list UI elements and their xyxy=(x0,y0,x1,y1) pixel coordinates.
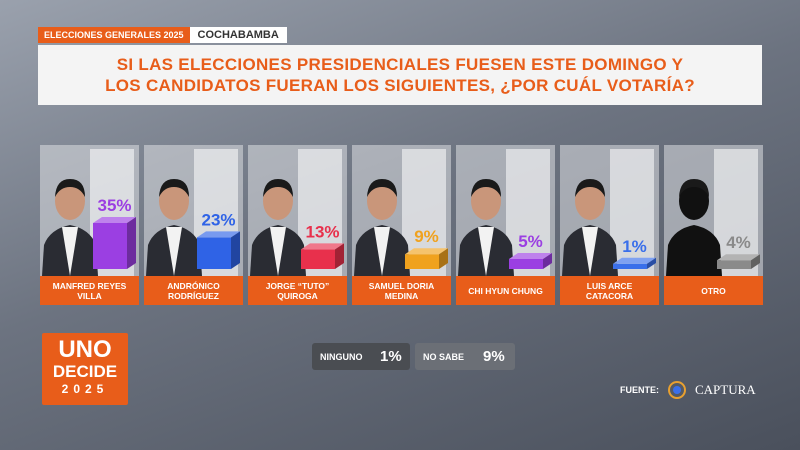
bar-side xyxy=(335,243,344,269)
bar-column xyxy=(610,149,654,276)
value-label: 23% xyxy=(201,210,235,229)
bar-side xyxy=(543,253,552,269)
candidate-name: OTRO xyxy=(664,276,763,305)
person-head xyxy=(367,182,397,220)
person-hair xyxy=(679,179,709,197)
candidate-name: SAMUEL DORIA MEDINA xyxy=(352,276,451,305)
person-head xyxy=(679,182,709,220)
person-head xyxy=(263,182,293,220)
bar-side xyxy=(439,248,448,269)
candidate-name: LUIS ARCE CATACORA xyxy=(560,276,659,305)
bar xyxy=(717,254,760,269)
bar xyxy=(301,243,344,269)
value-label: 9% xyxy=(414,227,439,246)
bar-front xyxy=(93,223,127,269)
candidate-name: ANDRÓNICO RODRÍGUEZ xyxy=(144,276,243,305)
bar-top xyxy=(197,231,240,238)
candidate-card: 35% MANFRED REYES VILLA xyxy=(40,145,139,305)
other-label: NO SABE xyxy=(423,351,465,362)
candidate-card: 13% JORGE “TUTO” QUIROGA xyxy=(248,145,347,305)
bar-front xyxy=(301,249,335,269)
tag-text: ELECCIONES GENERALES 2025 xyxy=(38,27,190,43)
other-answer: NINGUNO 1% xyxy=(312,343,410,370)
source-label: FUENTE: xyxy=(620,385,659,395)
bar-top xyxy=(509,253,552,259)
other-result: 9% xyxy=(483,348,505,365)
candidate-name: CHI HYUN CHUNG xyxy=(456,276,555,305)
bar-side xyxy=(647,257,656,269)
bar xyxy=(405,248,448,269)
bar-top xyxy=(405,248,448,255)
bar-front xyxy=(717,260,751,269)
person-hair xyxy=(575,179,605,197)
person-head xyxy=(159,182,189,220)
source: FUENTE: CAPTURA xyxy=(620,380,756,400)
card-graphic: 1% xyxy=(560,145,659,276)
other-answer: NO SABE 9% xyxy=(415,343,515,370)
candidate-card: 4% OTRO xyxy=(664,145,763,305)
logo-line: 2025 xyxy=(61,382,109,396)
bar xyxy=(93,217,136,269)
person-shirt xyxy=(582,227,598,276)
chart-title: SI LAS ELECCIONES PRESIDENCIALES FUESEN … xyxy=(38,45,762,105)
other-result: 1% xyxy=(380,348,402,365)
other-label: NINGUNO xyxy=(320,351,363,362)
candidate-name: MANFRED REYES VILLA xyxy=(40,276,139,305)
person-head xyxy=(575,182,605,220)
value-label: 5% xyxy=(518,232,543,251)
bar xyxy=(509,253,552,269)
value-label: 4% xyxy=(726,233,751,252)
bar-side xyxy=(231,231,240,269)
bar-front xyxy=(197,237,231,269)
card-graphic: 23% xyxy=(144,145,243,276)
bar-top xyxy=(613,257,656,264)
candidate-name: JORGE “TUTO” QUIROGA xyxy=(248,276,347,305)
candidate-card: 23% ANDRÓNICO RODRÍGUEZ xyxy=(144,145,243,305)
logo: UNO DECIDE 2025 xyxy=(42,333,128,405)
header-tag: ELECCIONES GENERALES 2025 COCHABAMBA xyxy=(38,27,287,43)
card-graphic: 4% xyxy=(664,145,763,276)
card-graphic: 35% xyxy=(40,145,139,276)
person-head xyxy=(471,182,501,220)
person-shirt xyxy=(478,227,494,276)
person-shirt xyxy=(270,227,286,276)
value-label: 35% xyxy=(97,196,131,215)
logo-line: UNO xyxy=(58,336,112,363)
person-hair xyxy=(159,179,189,197)
person-hair xyxy=(471,179,501,197)
logo-line: DECIDE xyxy=(52,362,118,381)
candidate-card: 5% CHI HYUN CHUNG xyxy=(456,145,555,305)
bar-side xyxy=(751,254,760,269)
card-graphic: 13% xyxy=(248,145,347,276)
source-icon xyxy=(668,381,686,399)
person-hair xyxy=(367,179,397,197)
person-shirt xyxy=(166,227,182,276)
bar xyxy=(613,257,656,269)
person-body xyxy=(666,225,722,276)
candidate-card: 1% LUIS ARCE CATACORA xyxy=(560,145,659,305)
value-label: 1% xyxy=(622,237,647,256)
card-graphic: 9% xyxy=(352,145,451,276)
person-shirt xyxy=(62,227,78,276)
card-graphic: 5% xyxy=(456,145,555,276)
bar-side xyxy=(127,217,136,269)
bar-front xyxy=(509,259,543,269)
value-label: 13% xyxy=(305,222,339,241)
person-hair xyxy=(55,179,85,197)
bar-front xyxy=(613,263,647,269)
person-hair xyxy=(263,179,293,197)
bar xyxy=(197,231,240,269)
source-name: CAPTURA xyxy=(695,382,756,397)
candidate-card: 9% SAMUEL DORIA MEDINA xyxy=(352,145,451,305)
person-head xyxy=(55,182,85,220)
bar-front xyxy=(405,254,439,269)
person-shirt xyxy=(374,227,390,276)
bar-top xyxy=(717,254,760,261)
region-text: COCHABAMBA xyxy=(189,27,287,43)
bar-top xyxy=(93,217,136,223)
bar-top xyxy=(301,243,344,250)
